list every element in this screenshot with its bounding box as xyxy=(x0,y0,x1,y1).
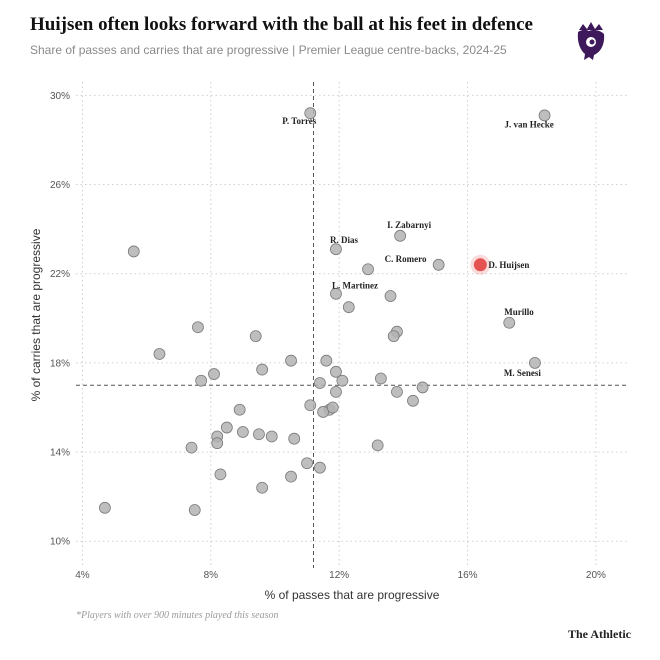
player-point xyxy=(503,316,516,329)
player-point xyxy=(233,403,246,416)
player-point xyxy=(362,263,374,276)
player-point xyxy=(314,461,326,474)
y-tick-label: 22% xyxy=(50,269,70,280)
player-point xyxy=(127,245,140,258)
player-point xyxy=(185,441,198,454)
x-tick-label: 16% xyxy=(458,570,478,581)
axis-ticks: 4% 8% 12% 16% 20% 10% 14% 18% 22% 26% 30% xyxy=(50,91,606,581)
x-axis-label: % of passes that are progressive xyxy=(265,588,440,602)
player-point xyxy=(384,290,397,302)
player-point xyxy=(285,470,297,483)
player-point xyxy=(416,381,429,394)
player-label: J. van Hecke xyxy=(505,119,554,129)
player-point xyxy=(391,385,403,398)
player-point xyxy=(98,501,111,514)
y-tick-label: 10% xyxy=(50,537,70,548)
x-tick-label: 4% xyxy=(75,570,90,581)
player-point xyxy=(317,406,330,418)
player-point xyxy=(208,368,220,380)
player-point xyxy=(320,354,333,367)
player-point xyxy=(529,356,541,369)
player-point xyxy=(371,439,384,452)
player-point xyxy=(188,504,201,516)
premier-league-lion-icon xyxy=(577,22,605,60)
player-point xyxy=(432,258,445,271)
y-tick-label: 30% xyxy=(50,91,70,102)
player-point xyxy=(195,374,208,387)
y-tick-label: 26% xyxy=(50,180,70,191)
player-label: P. Torres xyxy=(282,116,317,126)
player-point xyxy=(304,107,317,120)
player-label: L. Martinez xyxy=(332,280,378,290)
x-tick-label: 12% xyxy=(329,570,349,581)
median-lines xyxy=(76,82,628,568)
player-point xyxy=(249,330,262,343)
player-point xyxy=(153,348,166,360)
player-point xyxy=(407,394,419,407)
x-tick-label: 8% xyxy=(204,570,219,581)
gridlines xyxy=(76,82,628,568)
player-label: C. Romero xyxy=(385,254,427,264)
highlighted-player-point xyxy=(473,258,487,272)
player-point xyxy=(330,243,342,256)
player-point xyxy=(304,399,317,412)
player-point xyxy=(342,301,355,314)
player-point xyxy=(211,437,224,450)
player-point xyxy=(220,421,233,434)
player-point xyxy=(394,229,407,242)
player-point xyxy=(330,385,342,398)
player-point xyxy=(326,401,339,414)
player-point xyxy=(256,363,269,376)
player-point xyxy=(538,109,551,122)
player-point xyxy=(330,287,342,300)
y-tick-label: 14% xyxy=(50,448,70,459)
player-point xyxy=(214,468,227,481)
player-label: R. Dias xyxy=(330,235,358,245)
point-labels: P. Torres J. van Hecke I. Zabarnyi R. Dias C… xyxy=(282,116,554,378)
player-point xyxy=(314,377,326,389)
x-tick-label: 20% xyxy=(586,570,606,581)
player-point xyxy=(236,426,249,438)
player-point xyxy=(387,330,400,343)
player-label: Murillo xyxy=(504,307,534,317)
player-point xyxy=(253,428,265,441)
y-axis-label: % of carries that are progressive xyxy=(29,228,43,401)
brand-logo-text: The Athletic xyxy=(568,627,631,641)
y-tick-label: 18% xyxy=(50,358,70,369)
player-point xyxy=(192,321,204,334)
player-label: M. Senesi xyxy=(504,368,541,378)
player-label: I. Zabarnyi xyxy=(387,220,432,230)
player-point xyxy=(288,432,301,445)
chart-subtitle: Share of passes and carries that are pro… xyxy=(30,43,507,57)
player-point xyxy=(374,372,387,385)
footnote: *Players with over 900 minutes played th… xyxy=(76,610,279,621)
player-point xyxy=(301,457,313,470)
player-point xyxy=(330,365,342,378)
player-point xyxy=(336,374,349,387)
data-points xyxy=(98,107,551,516)
chart-title: Huijsen often looks forward with the bal… xyxy=(30,14,533,35)
player-point xyxy=(285,354,297,367)
player-point xyxy=(256,481,269,494)
player-label: D. Huijsen xyxy=(488,260,529,270)
player-point xyxy=(265,430,278,443)
